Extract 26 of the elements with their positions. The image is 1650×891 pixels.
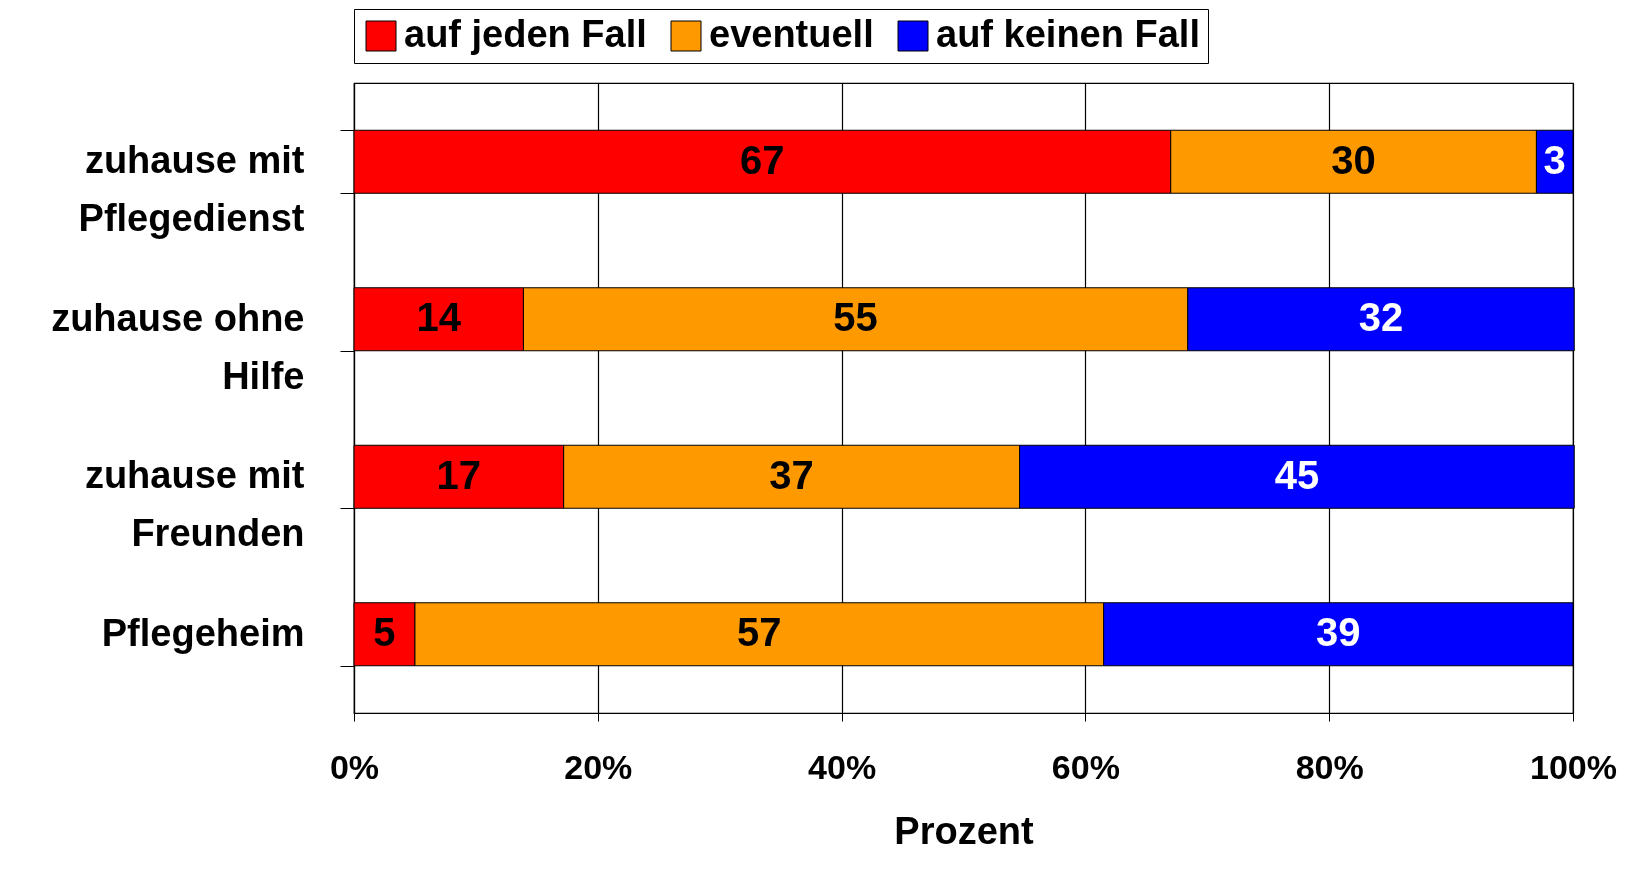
x-tick-label: 0% bbox=[329, 747, 380, 786]
x-tick-label: 100% bbox=[1530, 747, 1617, 786]
legend-label: auf jeden Fall bbox=[404, 13, 647, 55]
data-label: 55 bbox=[833, 295, 878, 340]
data-label: 14 bbox=[416, 295, 462, 340]
x-tick-label: 80% bbox=[1295, 747, 1364, 786]
x-axis-title: Prozent bbox=[894, 809, 1035, 852]
y-tick-label: zuhause mit Pflegedienst bbox=[78, 139, 305, 240]
y-tick-label: zuhause ohne Hilfe bbox=[51, 296, 305, 397]
data-label: 5 bbox=[373, 610, 396, 655]
data-label: 32 bbox=[1358, 295, 1404, 340]
data-label: 3 bbox=[1543, 137, 1566, 182]
y-tick-label: Pflegeheim bbox=[101, 611, 305, 654]
x-tick-label: 40% bbox=[808, 747, 877, 786]
y-tick-label: zuhause mit Freunden bbox=[84, 454, 305, 555]
data-label: 57 bbox=[737, 610, 782, 655]
x-tick-label: 20% bbox=[564, 747, 633, 786]
data-label: 45 bbox=[1274, 452, 1320, 497]
data-label: 67 bbox=[740, 137, 785, 182]
data-label: 30 bbox=[1331, 137, 1376, 182]
data-label: 17 bbox=[436, 452, 482, 497]
data-label: 39 bbox=[1316, 610, 1361, 655]
legend-label: eventuell bbox=[709, 13, 874, 55]
legend-label: auf keinen Fall bbox=[936, 13, 1200, 55]
data-label: 37 bbox=[769, 452, 814, 497]
x-tick-label: 60% bbox=[1051, 747, 1120, 786]
